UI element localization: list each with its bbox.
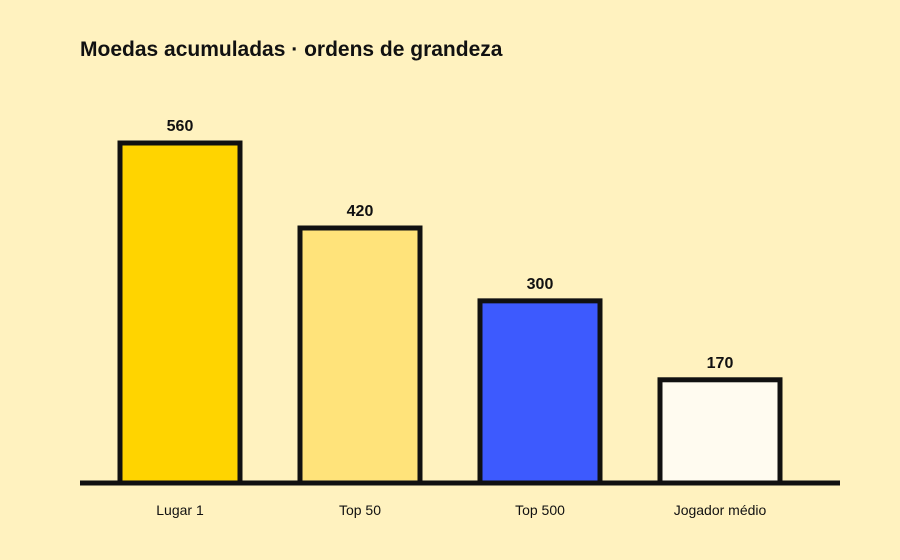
- bar-3: [477, 298, 603, 486]
- x-tick-label-3: Top 500: [515, 502, 565, 518]
- bar-4: [657, 377, 783, 486]
- x-tick-label-2: Top 50: [339, 502, 381, 518]
- bar-1: [117, 140, 243, 486]
- x-tick-label-1: Lugar 1: [156, 502, 204, 518]
- data-label-2: 420: [347, 203, 374, 220]
- data-label-1: 560: [167, 118, 194, 135]
- x-tick-label-4: Jogador médio: [674, 502, 767, 518]
- chart-title: Moedas acumuladas · ordens de grandeza: [80, 38, 503, 61]
- bar-2: [297, 225, 423, 486]
- data-label-3: 300: [527, 276, 554, 293]
- data-label-4: 170: [707, 355, 734, 372]
